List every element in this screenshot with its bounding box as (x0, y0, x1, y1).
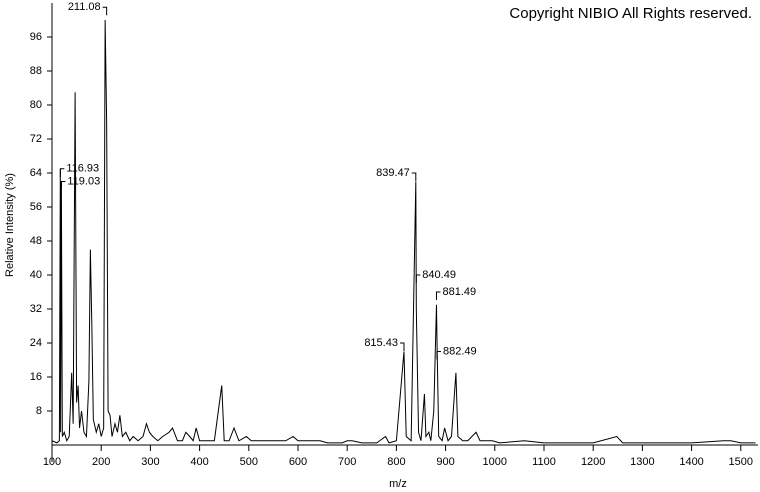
x-tick-label: 1400 (679, 456, 703, 468)
x-tick-label: 1500 (729, 456, 753, 468)
x-tick-label: 300 (141, 456, 159, 468)
x-tick-label: 1200 (581, 456, 605, 468)
peak-label: 840.49 (422, 269, 456, 281)
x-tick-label: 400 (190, 456, 208, 468)
peak-bracket (415, 274, 421, 283)
y-tick-label: 88 (30, 65, 42, 77)
peak-label: 815.43 (364, 337, 398, 349)
x-tick-label: 1000 (483, 456, 507, 468)
x-tick-label: 900 (436, 456, 454, 468)
x-tick-label: 600 (289, 456, 307, 468)
peak-bracket (102, 6, 108, 16)
y-axis-label: Relative Intensity (%) (4, 173, 16, 277)
peak-bracket (60, 181, 66, 190)
spectrum-line (51, 19, 756, 444)
y-tick-label: 32 (30, 303, 42, 315)
y-tick-label: 96 (30, 31, 42, 43)
x-axis-label: m/z (389, 478, 407, 490)
chart-title: Copyright NIBIO All Rights reserved. (509, 5, 752, 22)
y-tick-label: 8 (36, 405, 42, 417)
peak-bracket (59, 168, 65, 177)
peak-label: 881.49 (442, 286, 476, 298)
peak-bracket (436, 351, 441, 360)
peak-bracket (435, 291, 441, 300)
y-tick-label: 48 (30, 235, 42, 247)
peak-label: 882.49 (443, 345, 477, 357)
peak-label: 211.08 (68, 1, 101, 13)
y-tick-label: 40 (30, 269, 42, 281)
y-tick-label: 56 (30, 201, 42, 213)
peak-label: 119.03 (67, 175, 100, 187)
y-tick-label: 16 (30, 371, 42, 383)
x-tick-label: 1300 (630, 456, 654, 468)
x-tick-label: 1100 (532, 456, 556, 468)
x-tick-label: 700 (338, 456, 356, 468)
x-tick-label: 100 (43, 456, 61, 468)
y-tick-label: 72 (30, 133, 42, 145)
peak-bracket (399, 342, 405, 351)
y-tick-label: 24 (30, 337, 42, 349)
peak-label: 839.47 (376, 167, 410, 179)
x-tick-label: 800 (387, 456, 405, 468)
x-tick-label: 500 (240, 456, 258, 468)
peak-label: 116.93 (66, 163, 99, 175)
y-tick-label: 64 (30, 167, 42, 179)
peak-bracket (411, 172, 417, 181)
y-tick-label: 80 (30, 99, 42, 111)
x-tick-label: 200 (92, 456, 110, 468)
